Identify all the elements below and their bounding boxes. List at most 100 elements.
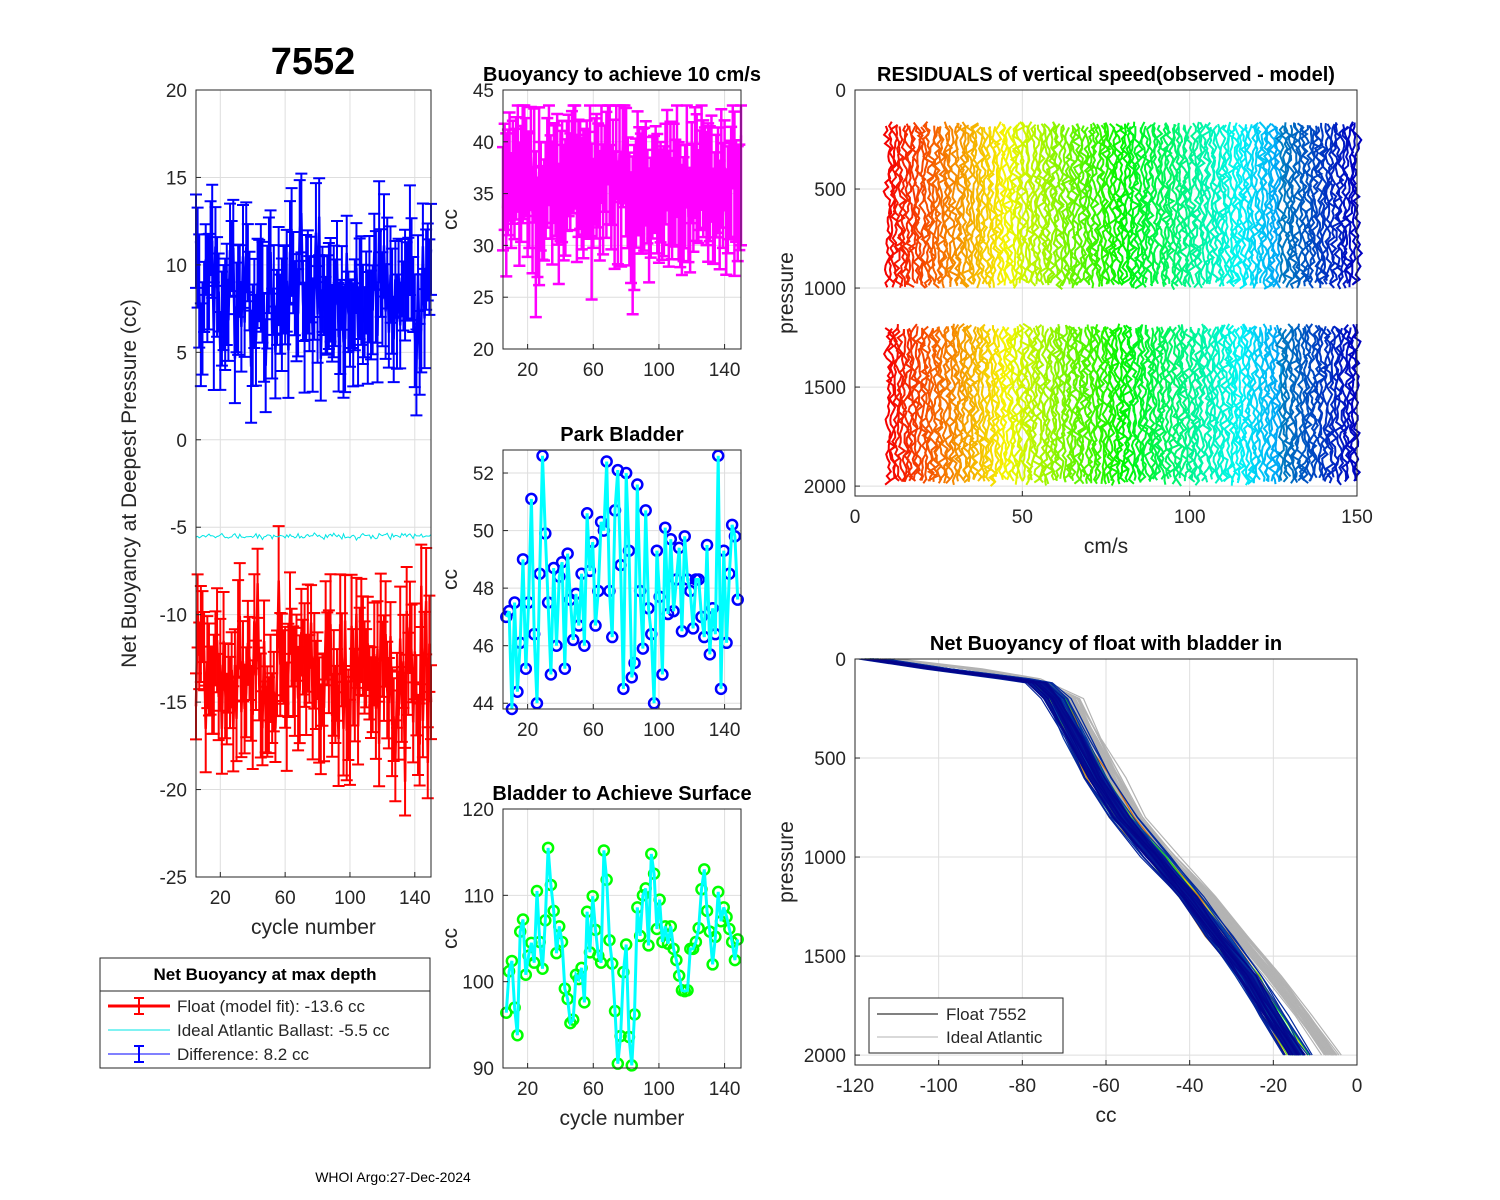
bladder-surface-title: Bladder to Achieve Surface (492, 783, 751, 805)
net-buoyancy-ytick-label: -20 (160, 781, 187, 802)
residual-profile (1255, 121, 1270, 284)
net-buoyancy-ytick-label: -25 (160, 868, 187, 889)
residual-profile (1128, 328, 1140, 481)
residual-profile (1216, 124, 1228, 287)
net-buoyancy-bladder-in-data (858, 658, 1342, 1056)
residual-profile (953, 124, 966, 287)
residual-profile (1107, 122, 1117, 286)
residual-profile (1213, 326, 1224, 481)
net-buoyancy-bladder-in-ytick-label: 0 (835, 650, 846, 671)
error-bar (728, 110, 741, 278)
residuals-xtick-label: 150 (1341, 507, 1373, 528)
residual-profile (1200, 126, 1212, 284)
residuals-axes-frame (854, 89, 1358, 497)
residual-profile (1272, 324, 1283, 482)
net-buoyancy-xtick-label: 20 (210, 888, 231, 909)
park-bladder-data (500, 449, 744, 716)
residual-profile (1124, 326, 1136, 485)
legend-entry: Ideal Atlantic Ballast: -5.5 cc (177, 1021, 390, 1040)
legend-box (868, 997, 1064, 1054)
net-buoyancy-ytick-label: -5 (170, 518, 187, 539)
net-buoyancy-ytick-label: 15 (166, 168, 187, 189)
net-buoyancy-xtick-label: 60 (275, 888, 296, 909)
residual-profile (1246, 327, 1256, 485)
residual-profile (905, 327, 917, 482)
residual-profile (913, 126, 926, 285)
residuals-ytick-label: 0 (835, 81, 846, 102)
residuals-ytick-label: 2000 (804, 477, 846, 498)
residual-profile (1018, 121, 1029, 283)
net-buoyancy-bladder-in-xtick-label: -120 (836, 1076, 874, 1097)
error-bar (423, 594, 436, 693)
legend-box (99, 957, 431, 1069)
residual-profile (951, 323, 964, 482)
footer-text: WHOI Argo:27-Dec-2024 (315, 1169, 471, 1185)
residual-profile (1162, 122, 1176, 284)
residual-profile (931, 126, 944, 285)
net-buoyancy-panel: 20 60 100 140 -25 -20 -15 -10 -5 0 5 10 15 20 cycle nu… (118, 81, 437, 939)
residual-profile (1314, 324, 1327, 479)
net-buoyancy-bladder-in-title: Net Buoyancy of float with bladder in (930, 633, 1282, 655)
legend-errorbar-icon (134, 1045, 144, 1063)
net-buoyancy-axes-frame (195, 89, 432, 878)
net-buoyancy-bladder-in-panel: -120 -100 -80 -60 -40 -20 0 0 500 1000 1500 2000 Net… (775, 633, 1362, 1127)
residual-profile (989, 328, 1002, 487)
residual-profile (1092, 123, 1106, 281)
residual-profile (1076, 328, 1090, 478)
error-bar (251, 547, 264, 619)
bladder-surface-ytick-label: 110 (464, 886, 494, 907)
residual-profile (1279, 122, 1291, 285)
residual-profile (1287, 329, 1301, 478)
net-buoyancy-ytick-label: 10 (166, 256, 187, 277)
residual-profile (1352, 324, 1362, 482)
park-bladder-ytick-label: 44 (473, 694, 495, 715)
bladder-surface-ytick-label: 90 (473, 1059, 494, 1080)
buoyancy-10cms-ytick-label: 30 (473, 236, 494, 257)
residual-profile (1263, 122, 1275, 290)
buoyancy-10cms-ytick-label: 40 (473, 133, 494, 154)
float-profile (870, 658, 1299, 1056)
residual-profile (1338, 327, 1352, 481)
residual-profile (1035, 325, 1049, 484)
bladder-surface-axes-frame (502, 808, 742, 1069)
park-bladder-panel: 20 60 100 140 44 46 48 50 52 Park Bladder cc (439, 424, 744, 741)
residual-profile (977, 323, 988, 482)
residual-profile (1307, 323, 1319, 482)
float-profile (875, 658, 1305, 1056)
residual-profile (986, 325, 998, 483)
residual-profile (936, 326, 949, 481)
residual-profile (990, 126, 1001, 288)
residual-profile (916, 126, 928, 289)
residual-profile (1070, 123, 1084, 286)
float-profiles (858, 658, 1313, 1056)
residual-profile (1266, 123, 1279, 286)
legend-entry: Float 7552 (946, 1005, 1026, 1024)
bladder-surface-xtick-label: 100 (643, 1079, 675, 1100)
buoyancy-10cms-ytick-label: 25 (473, 288, 494, 309)
residuals-xlabel: cm/s (1084, 535, 1128, 558)
residual-profile (996, 326, 1007, 481)
residual-profile (1350, 122, 1364, 285)
residual-profile (1342, 324, 1354, 483)
net-buoyancy-xtick-label: 100 (334, 888, 366, 909)
series-line (195, 532, 432, 542)
residual-profile (1226, 125, 1237, 288)
net-buoyancy-bladder-in-xtick-label: 0 (1352, 1076, 1363, 1097)
net-buoyancy-ytick-label: 0 (176, 431, 187, 452)
residual-profile (1258, 328, 1268, 482)
residual-profile (1189, 326, 1199, 480)
residual-profile (1175, 123, 1188, 286)
residual-profile (1317, 325, 1329, 480)
residual-profile (892, 124, 906, 287)
bladder-surface-ytick-label: 120 (462, 800, 494, 821)
legend-entry: Difference: 8.2 cc (177, 1045, 309, 1064)
residual-profile (1030, 127, 1042, 285)
residual-profile (1332, 122, 1345, 290)
float-profile (884, 658, 1312, 1056)
residual-profile (945, 125, 957, 287)
ideal-profile (892, 658, 1338, 1056)
residual-profile (904, 125, 916, 288)
